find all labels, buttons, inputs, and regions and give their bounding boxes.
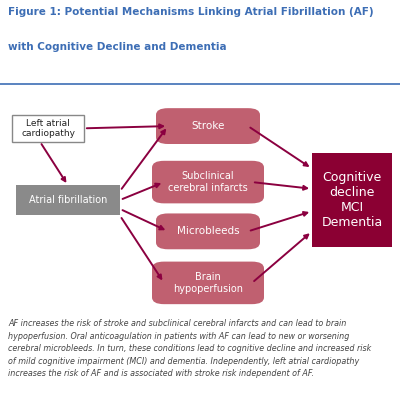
FancyBboxPatch shape <box>12 115 84 142</box>
Text: Figure 1: Potential Mechanisms Linking Atrial Fibrillation (AF): Figure 1: Potential Mechanisms Linking A… <box>8 7 374 17</box>
Text: Brain
hypoperfusion: Brain hypoperfusion <box>173 272 243 294</box>
FancyBboxPatch shape <box>152 161 264 203</box>
FancyBboxPatch shape <box>312 153 392 247</box>
FancyBboxPatch shape <box>156 108 260 144</box>
Text: Stroke: Stroke <box>191 121 225 131</box>
Text: Microbleeds: Microbleeds <box>177 226 239 236</box>
Text: Subclinical
cerebral infarcts: Subclinical cerebral infarcts <box>168 171 248 193</box>
Text: Cognitive
decline
MCI
Dementia: Cognitive decline MCI Dementia <box>321 171 383 229</box>
FancyBboxPatch shape <box>152 262 264 304</box>
Text: with Cognitive Decline and Dementia: with Cognitive Decline and Dementia <box>8 42 227 52</box>
Text: AF increases the risk of stroke and subclinical cerebral infarcts and can lead t: AF increases the risk of stroke and subc… <box>8 319 371 378</box>
Text: Atrial fibrillation: Atrial fibrillation <box>29 195 107 205</box>
Text: Left atrial
cardiopathy: Left atrial cardiopathy <box>21 119 75 138</box>
FancyBboxPatch shape <box>156 214 260 249</box>
FancyBboxPatch shape <box>16 186 120 214</box>
